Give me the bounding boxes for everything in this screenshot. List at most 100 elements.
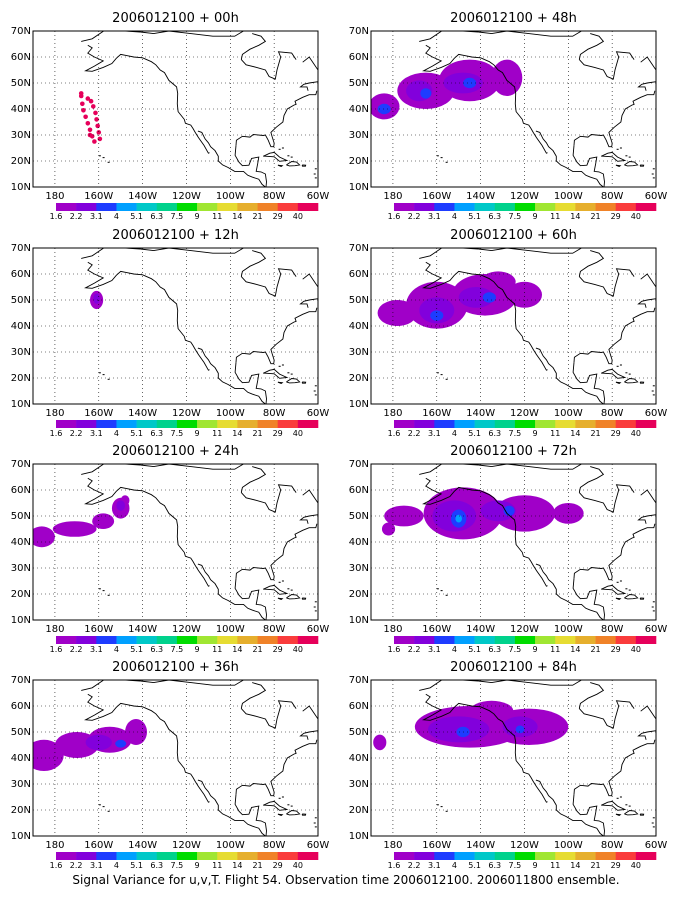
island bbox=[616, 797, 619, 799]
island bbox=[102, 374, 105, 376]
variance-area bbox=[93, 293, 100, 304]
colorbar-swatch bbox=[414, 203, 435, 211]
island bbox=[281, 580, 284, 582]
island bbox=[314, 385, 317, 387]
lat-tick-label: 10N bbox=[11, 399, 31, 410]
colorbar-swatch bbox=[136, 636, 158, 644]
colorbar-swatch bbox=[197, 852, 218, 860]
lat-tick-label: 60N bbox=[349, 485, 369, 496]
island bbox=[287, 588, 290, 590]
colorbar-swatch bbox=[197, 636, 218, 644]
colorbar-swatch bbox=[595, 420, 616, 428]
colorbar-tick-label: 29 bbox=[273, 861, 283, 870]
panel-title: 2006012100 + 48h bbox=[450, 11, 577, 26]
coastline bbox=[197, 130, 266, 187]
colorbar-swatch bbox=[535, 420, 556, 428]
coastline bbox=[655, 689, 656, 691]
colorbar-tick-label: 29 bbox=[611, 645, 621, 654]
island bbox=[314, 601, 317, 603]
observation-point bbox=[80, 101, 85, 107]
lon-tick-label: 140W bbox=[128, 624, 157, 635]
map-area bbox=[371, 680, 656, 836]
lat-tick-label: 30N bbox=[11, 779, 31, 790]
lon-tick-label: 160W bbox=[84, 624, 113, 635]
lat-tick-label: 10N bbox=[349, 615, 369, 626]
colorbar-tick-label: 11 bbox=[550, 212, 560, 221]
colorbar-tick-label: 5.1 bbox=[130, 212, 143, 221]
map-frame bbox=[32, 247, 319, 405]
colorbar-tick-label: 14 bbox=[232, 212, 242, 221]
colorbar-swatch bbox=[454, 420, 475, 428]
colorbar-tick-label: 4 bbox=[114, 212, 119, 221]
lon-tick-label: 160W bbox=[422, 408, 451, 419]
coastline bbox=[572, 794, 605, 836]
coastline bbox=[81, 31, 141, 42]
colorbar-swatch bbox=[197, 420, 218, 428]
island bbox=[287, 155, 290, 157]
coastline bbox=[235, 307, 318, 365]
coastline bbox=[573, 523, 656, 581]
lon-tick-label: 140W bbox=[466, 191, 495, 202]
coastline bbox=[235, 523, 318, 581]
coastline bbox=[81, 680, 141, 691]
lon-tick-label: 80W bbox=[263, 840, 286, 851]
map-frame bbox=[32, 463, 319, 621]
coastline bbox=[299, 489, 318, 524]
island bbox=[651, 390, 654, 392]
coastline bbox=[422, 693, 548, 803]
lon-tick-label: 100W bbox=[554, 624, 583, 635]
colorbar-swatch bbox=[237, 852, 258, 860]
map-panel: 2006012100 + 36h 10N 20N 30N 40N 50N 60N 70N 180… bbox=[11, 660, 330, 870]
colorbar-tick-label: 9 bbox=[195, 212, 200, 221]
colorbar-tick-label: 2.2 bbox=[408, 429, 421, 438]
coastline bbox=[301, 381, 307, 384]
coastline bbox=[263, 368, 289, 379]
island bbox=[652, 601, 655, 603]
coastline bbox=[240, 682, 267, 709]
colorbar-swatch bbox=[297, 203, 319, 211]
colorbar-tick-label: 2.2 bbox=[408, 645, 421, 654]
lat-tick-label: 70N bbox=[11, 26, 31, 37]
island bbox=[628, 589, 631, 591]
colorbar-tick-label: 1.6 bbox=[50, 429, 63, 438]
lon-tick-label: 180 bbox=[45, 624, 64, 635]
coastline bbox=[624, 161, 639, 167]
lat-tick-label: 40N bbox=[349, 321, 369, 332]
coastline bbox=[240, 33, 267, 60]
coastline bbox=[197, 563, 266, 620]
colorbar-swatch bbox=[414, 420, 435, 428]
island bbox=[652, 817, 655, 819]
colorbar-tick-label: 7.5 bbox=[509, 861, 522, 870]
lon-tick-label: 100W bbox=[554, 191, 583, 202]
map-frame bbox=[32, 679, 319, 837]
island bbox=[98, 804, 101, 806]
lat-tick-label: 30N bbox=[349, 347, 369, 358]
colorbar-swatch bbox=[514, 852, 536, 860]
colorbar-tick-label: 3.1 bbox=[428, 212, 441, 221]
colorbar-swatch bbox=[535, 203, 556, 211]
coastline bbox=[624, 810, 639, 816]
colorbar-tick-label: 40 bbox=[293, 429, 303, 438]
lat-tick-label: 70N bbox=[11, 675, 31, 686]
colorbar-swatch bbox=[454, 636, 475, 644]
colorbar-tick-label: 29 bbox=[273, 212, 283, 221]
variance-area bbox=[552, 503, 584, 524]
colorbar-tick-label: 9 bbox=[533, 645, 538, 654]
variance-area bbox=[419, 297, 455, 324]
lat-tick-label: 40N bbox=[11, 104, 31, 115]
coastline bbox=[578, 268, 635, 297]
panel-title: 2006012100 + 84h bbox=[450, 660, 577, 675]
coastline bbox=[317, 473, 318, 475]
colorbar-tick-label: 11 bbox=[550, 429, 560, 438]
coastline bbox=[478, 31, 582, 37]
colorbar-tick-label: 7.5 bbox=[171, 429, 184, 438]
variance-area bbox=[85, 734, 112, 751]
colorbar-tick-label: 21 bbox=[590, 212, 600, 221]
lat-tick-label: 70N bbox=[349, 459, 369, 470]
island bbox=[652, 177, 655, 179]
colorbar-swatch bbox=[555, 636, 576, 644]
coastline bbox=[615, 164, 622, 168]
island bbox=[107, 378, 110, 380]
coastline bbox=[639, 813, 645, 816]
lon-tick-label: 120W bbox=[510, 624, 539, 635]
